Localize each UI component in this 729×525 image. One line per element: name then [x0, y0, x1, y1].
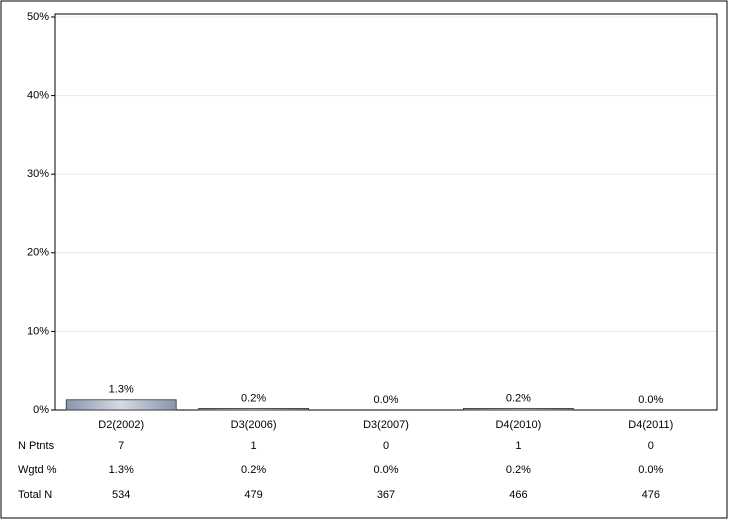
x-tick-label: D4(2010): [495, 419, 541, 431]
table-cell: 534: [112, 489, 130, 501]
y-tick-label: 0%: [33, 404, 49, 416]
bar: [462, 408, 574, 411]
y-tick-label: 40%: [27, 90, 49, 102]
value-label: 1.3%: [109, 384, 134, 396]
table-cell: 466: [509, 489, 527, 501]
y-tick-label: 10%: [27, 325, 49, 337]
x-tick-label: D3(2006): [231, 419, 277, 431]
value-label: 0.2%: [241, 392, 266, 404]
table-cell: 1: [251, 440, 257, 452]
table-cell: 0.2%: [241, 464, 266, 476]
table-cell: 0: [648, 440, 654, 452]
value-label: 0.0%: [373, 394, 398, 406]
table-row-label: Wgtd %: [18, 464, 57, 476]
value-label: 0.0%: [638, 394, 663, 406]
table-cell: 0.2%: [506, 464, 531, 476]
table-cell: 7: [118, 440, 124, 452]
y-tick-label: 20%: [27, 247, 49, 259]
table-row-label: N Ptnts: [18, 440, 55, 452]
table-cell: 0.0%: [373, 464, 398, 476]
table-cell: 1: [515, 440, 521, 452]
bar: [198, 408, 310, 411]
value-label: 0.2%: [506, 392, 531, 404]
table-row-label: Total N: [18, 489, 52, 501]
table-cell: 0.0%: [638, 464, 663, 476]
table-cell: 367: [377, 489, 395, 501]
table-cell: 0: [383, 440, 389, 452]
y-tick-label: 50%: [27, 11, 49, 23]
table-cell: 479: [244, 489, 262, 501]
table-cell: 476: [642, 489, 660, 501]
x-tick-label: D3(2007): [363, 419, 409, 431]
table-cell: 1.3%: [109, 464, 134, 476]
x-tick-label: D2(2002): [98, 419, 144, 431]
x-tick-label: D4(2011): [628, 419, 673, 431]
plot-frame: [54, 13, 718, 411]
y-tick-label: 30%: [27, 168, 49, 180]
bar: [65, 399, 177, 411]
